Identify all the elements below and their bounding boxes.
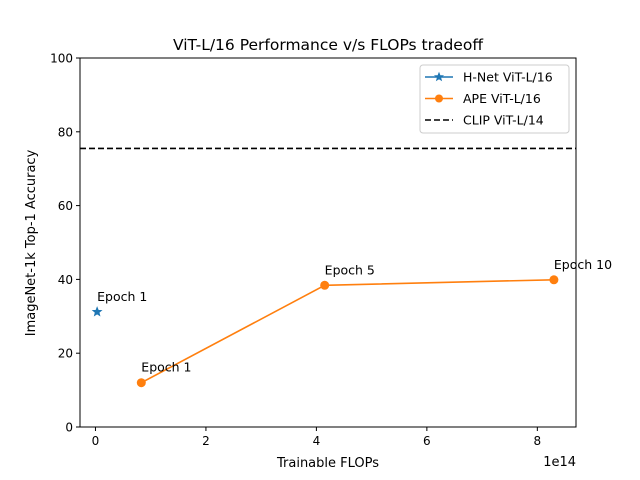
x-tick-label: 8 bbox=[534, 434, 542, 448]
data-point bbox=[136, 378, 146, 388]
legend-label: CLIP ViT-L/14 bbox=[463, 113, 544, 128]
legend-label: H-Net ViT-L/16 bbox=[463, 70, 553, 85]
x-axis-offset-text: 1e14 bbox=[543, 455, 576, 470]
legend-box bbox=[419, 64, 570, 134]
legend-label: APE ViT-L/16 bbox=[463, 91, 541, 106]
x-tick-label: 6 bbox=[423, 434, 431, 448]
data-point bbox=[91, 306, 103, 317]
y-tick-label: 80 bbox=[58, 125, 73, 139]
x-axis-label: Trainable FLOPs bbox=[276, 456, 379, 471]
data-label: Epoch 1 bbox=[97, 289, 147, 304]
data-point bbox=[549, 275, 559, 285]
x-tick-label: 0 bbox=[92, 434, 100, 448]
y-tick-label: 20 bbox=[58, 347, 73, 361]
data-label: Epoch 5 bbox=[325, 262, 375, 277]
legend-marker bbox=[433, 71, 445, 82]
y-tick-label: 0 bbox=[65, 421, 73, 435]
data-point bbox=[320, 280, 330, 290]
data-label: Epoch 10 bbox=[554, 257, 612, 272]
chart-title: ViT-L/16 Performance v/s FLOPs tradeoff bbox=[173, 36, 483, 54]
series-group: Epoch 1 Epoch 1 Epoch 5 Epoch 10 bbox=[91, 257, 612, 388]
legend-marker bbox=[435, 94, 443, 103]
y-tick-label: 60 bbox=[58, 199, 73, 213]
y-tick-label: 100 bbox=[50, 52, 73, 66]
x-tick-label: 4 bbox=[313, 434, 321, 448]
data-label: Epoch 1 bbox=[141, 360, 191, 375]
legend: H-Net ViT-L/16 APE ViT-L/16 CLIP ViT-L/14 bbox=[419, 64, 570, 134]
y-tick-label: 40 bbox=[58, 273, 73, 287]
y-axis-label: ImageNet-1k Top-1 Accuracy bbox=[24, 149, 39, 336]
x-tick-label: 2 bbox=[202, 434, 210, 448]
